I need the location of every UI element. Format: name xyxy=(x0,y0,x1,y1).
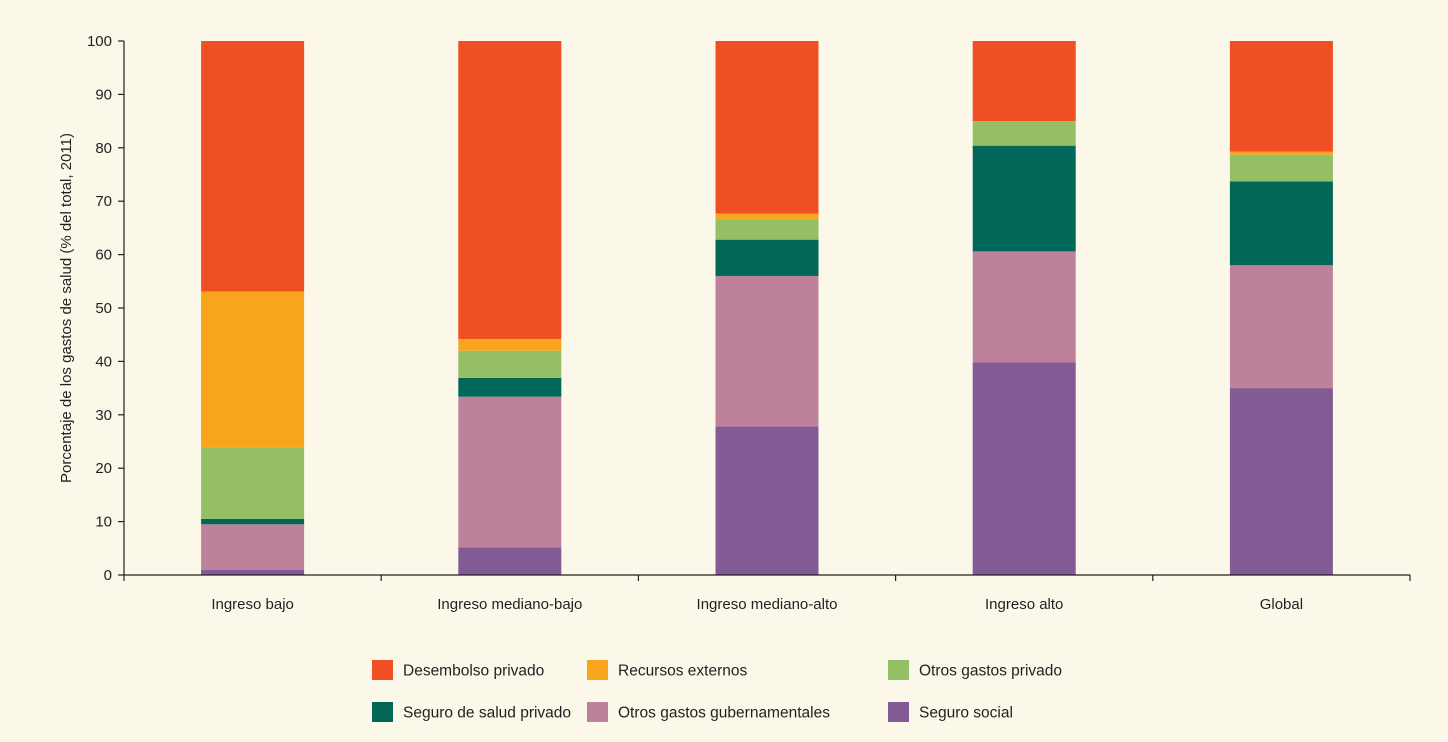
y-tick-label: 10 xyxy=(95,514,112,531)
x-tick-label-ingreso-bajo: Ingreso bajo xyxy=(211,596,294,613)
y-tick-label: 100 xyxy=(87,33,112,50)
legend-label: Seguro de salud privado xyxy=(403,705,571,722)
legend-swatch xyxy=(587,660,608,680)
bar-segment-desembolso-privado-ingreso-mediano-bajo xyxy=(458,41,562,339)
legend-item-seguro-de-salud-privado: Seguro de salud privado xyxy=(372,702,571,722)
legend-label: Desembolso privado xyxy=(403,663,544,680)
x-tick-label-ingreso-mediano-bajo: Ingreso mediano-bajo xyxy=(437,596,582,613)
legend-item-otros-gastos-privado: Otros gastos privado xyxy=(888,660,1062,680)
legend-label: Otros gastos privado xyxy=(919,663,1062,680)
bar-segment-otros-gastos-gubernamentales-ingreso-alto xyxy=(972,251,1076,363)
bar-segment-seguro-de-salud-privado-ingreso-mediano-bajo xyxy=(458,377,562,397)
x-tick-label-ingreso-mediano-alto: Ingreso mediano-alto xyxy=(697,596,838,613)
legend-label: Otros gastos gubernamentales xyxy=(618,705,830,722)
bar-segment-seguro-social-ingreso-bajo xyxy=(201,569,305,575)
y-tick-label: 30 xyxy=(95,407,112,424)
bar-segment-otros-gastos-gubernamentales-ingreso-bajo xyxy=(201,524,305,570)
bar-segment-recursos-externos-ingreso-mediano-bajo xyxy=(458,338,562,351)
bar-segment-otros-gastos-privado-ingreso-mediano-alto xyxy=(715,219,819,240)
bar-segment-otros-gastos-privado-global xyxy=(1229,154,1333,182)
bar-segment-otros-gastos-gubernamentales-ingreso-mediano-alto xyxy=(715,275,819,427)
y-tick-label: 90 xyxy=(95,86,112,103)
legend-label: Recursos externos xyxy=(618,663,747,680)
bar-segment-seguro-social-ingreso-mediano-bajo xyxy=(458,547,562,575)
bar-segment-seguro-de-salud-privado-ingreso-mediano-alto xyxy=(715,239,819,276)
y-tick-label: 0 xyxy=(104,567,112,584)
legend-swatch xyxy=(888,702,909,722)
y-tick-label: 80 xyxy=(95,140,112,157)
legend-label: Seguro social xyxy=(919,705,1013,722)
x-tick-label-global: Global xyxy=(1260,596,1303,613)
y-tick-label: 40 xyxy=(95,353,112,370)
legend-item-recursos-externos: Recursos externos xyxy=(587,660,747,680)
y-tick-label: 70 xyxy=(95,193,112,210)
bar-segment-recursos-externos-global xyxy=(1229,151,1333,155)
legend-item-otros-gastos-gubernamentales: Otros gastos gubernamentales xyxy=(587,702,830,722)
bar-segment-otros-gastos-gubernamentales-global xyxy=(1229,265,1333,389)
bar-segment-seguro-social-ingreso-mediano-alto xyxy=(715,426,819,575)
bar-segment-seguro-de-salud-privado-ingreso-alto xyxy=(972,145,1076,252)
bar-segment-seguro-social-global xyxy=(1229,388,1333,575)
legend-item-seguro-social: Seguro social xyxy=(888,702,1013,722)
bar-segment-seguro-social-ingreso-alto xyxy=(972,362,1076,575)
bar-segment-otros-gastos-privado-ingreso-mediano-bajo xyxy=(458,350,562,378)
legend: Desembolso privado Recursos externos Otros… xyxy=(372,660,1062,722)
y-axis-title: Porcentaje de los gastos de salud (% del… xyxy=(58,133,75,483)
legend-item-desembolso-privado: Desembolso privado xyxy=(372,660,544,680)
bar-segment-desembolso-privado-global xyxy=(1229,41,1333,152)
bar-segment-desembolso-privado-ingreso-mediano-alto xyxy=(715,41,819,214)
legend-swatch xyxy=(372,660,393,680)
legend-swatch xyxy=(587,702,608,722)
legend-swatch xyxy=(372,702,393,722)
bar-segment-otros-gastos-privado-ingreso-bajo xyxy=(201,447,305,519)
bar-segment-desembolso-privado-ingreso-bajo xyxy=(201,41,305,292)
y-tick-label: 20 xyxy=(95,460,112,477)
bar-segment-otros-gastos-gubernamentales-ingreso-mediano-bajo xyxy=(458,396,562,548)
legend-swatch xyxy=(888,660,909,680)
bar-segment-seguro-de-salud-privado-global xyxy=(1229,181,1333,266)
bar-segment-desembolso-privado-ingreso-alto xyxy=(972,41,1076,122)
bar-segment-recursos-externos-ingreso-bajo xyxy=(201,291,305,448)
y-tick-label: 60 xyxy=(95,247,112,264)
y-tick-label: 50 xyxy=(95,300,112,317)
axes-group: 0 10 20 30 40 50 60 70 80 90 100 Ingreso bajo Ingres… xyxy=(87,33,1411,613)
bar-segment-otros-gastos-privado-ingreso-alto xyxy=(972,121,1076,146)
x-tick-label-ingreso-alto: Ingreso alto xyxy=(985,596,1063,613)
bar-segment-recursos-externos-ingreso-mediano-alto xyxy=(715,213,819,220)
bar-segment-seguro-de-salud-privado-ingreso-bajo xyxy=(201,518,305,525)
bars-group xyxy=(201,41,1333,575)
